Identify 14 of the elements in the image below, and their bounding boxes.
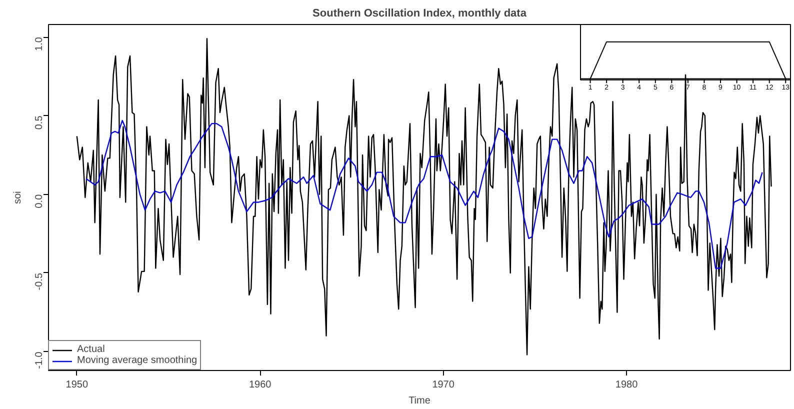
chart-title: Southern Oscillation Index, monthly data — [312, 8, 528, 20]
x-tick-label: 1970 — [432, 380, 455, 390]
x-axis-title: Time — [408, 396, 431, 406]
x-tick-label: 1960 — [248, 380, 272, 390]
y-tick-label: 1.0 — [34, 36, 45, 51]
x-tick-label: 1980 — [615, 380, 638, 390]
y-tick-label: -0.5 — [34, 272, 45, 290]
y-axis-title: soi — [12, 191, 24, 204]
x-tick-label: 1950 — [66, 380, 88, 390]
legend-label: Moving average smoothing — [77, 355, 198, 366]
y-tick-label: 0.0 — [34, 194, 45, 208]
legend-label: Actual — [77, 344, 105, 355]
y-tick-label: 0.5 — [34, 115, 45, 130]
y-tick-label: -1.0 — [34, 351, 45, 369]
